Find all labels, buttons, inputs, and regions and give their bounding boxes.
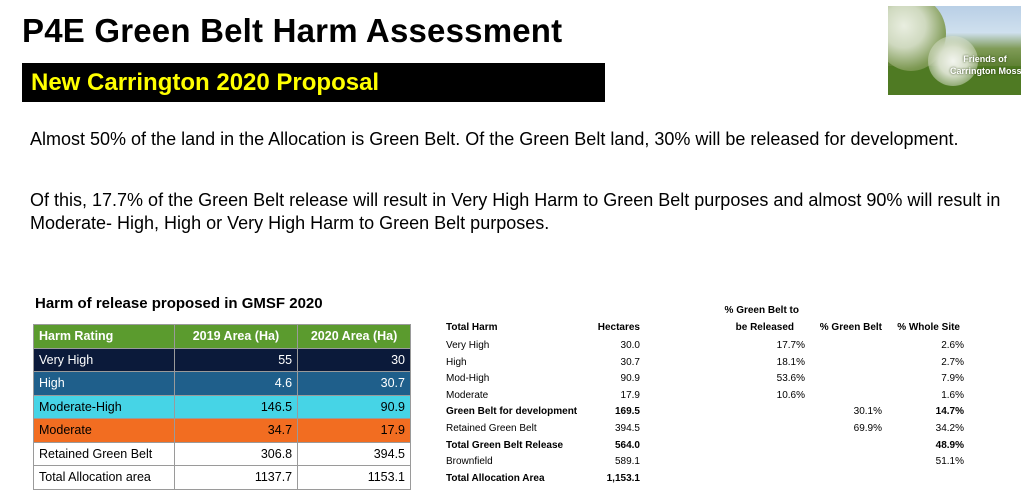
header-gb-release-line2: be Released <box>735 322 794 333</box>
friends-of-carrington-moss-logo: Friends of Carrington Moss <box>888 6 1021 95</box>
header-2019-area: 2019 Area (Ha) <box>173 324 299 349</box>
summary-row-gb-release: 17.7% <box>776 340 805 351</box>
header-hectares: Hectares <box>597 322 640 333</box>
harm-rating-cell: Retained Green Belt <box>33 441 175 466</box>
summary-row-gb-release: 53.6% <box>776 373 805 385</box>
summary-row-green-belt: 69.9% <box>853 423 882 434</box>
area-2020-cell: 1153.1 <box>297 465 411 490</box>
area-2020-cell: 394.5 <box>297 441 411 466</box>
logo-blossom-graphic <box>928 36 978 86</box>
header-harm-rating: Harm Rating <box>33 324 175 349</box>
summary-row-whole-site: 14.7% <box>935 406 964 418</box>
summary-row-whole-site: 51.1% <box>935 456 964 468</box>
header-green-belt: % Green Belt <box>819 322 882 333</box>
summary-row-hectares: 17.9 <box>620 389 640 401</box>
summary-row-whole-site: 2.7% <box>941 356 964 368</box>
subtitle: New Carrington 2020 Proposal <box>31 69 380 96</box>
table-row: Retained Green Belt 306.8 394.5 <box>33 441 411 466</box>
summary-row-label: Brownfield <box>446 456 493 468</box>
summary-row-hectares: 169.5 <box>614 406 640 418</box>
summary-row-label: Total Green Belt Release <box>446 439 564 451</box>
summary-row-hectares: 589.1 <box>614 456 640 468</box>
table-row: Total Allocation area 1137.7 1153.1 <box>33 465 411 490</box>
summary-row-label: Mod-High <box>446 373 490 385</box>
summary-row-whole-site: 34.2% <box>935 423 964 434</box>
header-gb-release-line1: % Green Belt to <box>724 305 799 316</box>
summary-row-label: Moderate <box>446 389 489 401</box>
summary-row-label: Green Belt for development <box>446 406 578 418</box>
logo-text-line1: Friends of <box>963 54 1007 64</box>
area-2019-cell: 1137.7 <box>173 465 299 490</box>
intro-paragraph: Almost 50% of the land in the Allocation… <box>30 129 959 149</box>
area-2020-cell: 17.9 <box>297 418 411 443</box>
area-2020-cell: 30.7 <box>297 371 411 396</box>
harm-rating-cell: High <box>33 371 175 396</box>
summary-row-hectares: 394.5 <box>614 423 640 434</box>
area-2019-cell: 4.6 <box>173 371 299 396</box>
harm-rating-cell: Very High <box>33 347 175 372</box>
summary-row-hectares: 564.0 <box>614 439 640 451</box>
subtitle-banner: New Carrington 2020 Proposal <box>22 63 605 102</box>
harm-rating-cell: Moderate-High <box>33 394 175 419</box>
table-row: Very High 55 30 <box>33 347 411 372</box>
area-2019-cell: 55 <box>173 347 299 372</box>
summary-row-hectares: 1,153.1 <box>606 472 640 484</box>
summary-row-whole-site: 7.9% <box>941 373 964 385</box>
summary-row-gb-release: 10.6% <box>776 389 805 401</box>
summary-row-label: Total Allocation Area <box>446 472 545 484</box>
area-2020-cell: 30 <box>297 347 411 372</box>
summary-row-label: Retained Green Belt <box>446 423 537 434</box>
area-2019-cell: 306.8 <box>173 441 299 466</box>
table-row: High 4.6 30.7 <box>33 371 411 396</box>
summary-row-label: Very High <box>446 340 490 351</box>
summary-row-hectares: 30.0 <box>620 340 640 351</box>
page-title: P4E Green Belt Harm Assessment <box>22 12 563 49</box>
harm-table-header-row: Harm Rating 2019 Area (Ha) 2020 Area (Ha… <box>33 324 411 349</box>
harm-table-heading: Harm of release proposed in GMSF 2020 <box>35 295 323 312</box>
summary-row-hectares: 30.7 <box>620 356 640 368</box>
header-2020-area: 2020 Area (Ha) <box>297 324 411 349</box>
summary-row-gb-release: 18.1% <box>776 356 805 368</box>
table-row: Moderate-High 146.5 90.9 <box>33 394 411 419</box>
area-2019-cell: 146.5 <box>173 394 299 419</box>
header-total-harm: Total Harm <box>446 322 498 333</box>
summary-row-whole-site: 2.6% <box>941 340 964 351</box>
summary-row-hectares: 90.9 <box>620 373 640 385</box>
summary-row-label: High <box>446 356 467 368</box>
summary-row-whole-site: 1.6% <box>941 389 964 401</box>
harm-rating-cell: Moderate <box>33 418 175 443</box>
table-row: Moderate 34.7 17.9 <box>33 418 411 443</box>
harm-rating-table: Harm Rating 2019 Area (Ha) 2020 Area (Ha… <box>33 324 411 490</box>
logo-text-line2: Carrington Moss <box>950 66 1021 76</box>
header-whole-site: % Whole Site <box>897 322 960 333</box>
summary-row-green-belt: 30.1% <box>853 406 882 418</box>
area-2020-cell: 90.9 <box>297 394 411 419</box>
harm-paragraph: Of this, 17.7% of the Green Belt release… <box>30 190 1001 233</box>
area-2019-cell: 34.7 <box>173 418 299 443</box>
summary-row-whole-site: 48.9% <box>935 439 964 451</box>
harm-rating-cell: Total Allocation area <box>33 465 175 490</box>
